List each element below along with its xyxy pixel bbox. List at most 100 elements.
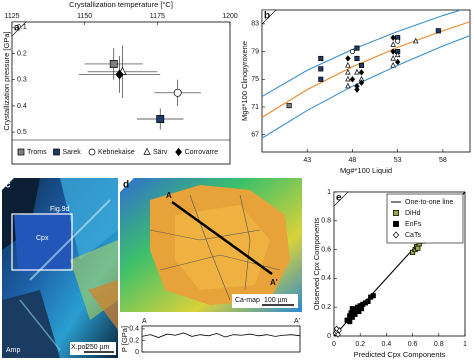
y-tick-label: 75 — [251, 76, 259, 83]
data-point — [358, 69, 365, 76]
y-tick-label: 0.8 — [321, 218, 331, 225]
data-point — [415, 245, 421, 251]
x-tick-label: 0.2 — [355, 341, 365, 348]
legend-label: Kebnekaise — [98, 149, 135, 156]
y-tick-label: 67 — [251, 132, 259, 139]
x-tick-label: 53 — [394, 157, 402, 164]
y-axis-title: P [GPa] — [120, 326, 129, 352]
panel-label: b — [264, 11, 270, 22]
data-point — [286, 103, 292, 109]
plot-frame — [261, 9, 471, 153]
data-point — [345, 61, 351, 68]
x-tick-label: 0 — [332, 341, 336, 348]
data-point — [390, 34, 396, 41]
data-point — [156, 115, 165, 123]
x-end-label: A' — [294, 318, 300, 325]
reference-curve — [261, 9, 462, 98]
data-point — [318, 66, 324, 72]
legend-marker — [393, 221, 399, 227]
y-tick-label: 83 — [251, 21, 259, 28]
data-point — [335, 331, 341, 338]
data-point — [412, 37, 419, 44]
x-tick-label: 58 — [439, 157, 447, 164]
data-point — [349, 76, 356, 83]
y-axis-title: Crystallization pressure [GPa] — [2, 31, 11, 130]
data-point — [349, 306, 355, 312]
mineral-label: Amp — [6, 347, 21, 354]
y-tick-label: 0.2 — [321, 304, 331, 311]
x-tick-label: 1175 — [150, 13, 165, 20]
data-point — [318, 76, 324, 82]
x-end-label: A — [142, 318, 147, 325]
profile-start: A — [166, 191, 172, 200]
data-point — [345, 82, 351, 89]
data-point — [333, 325, 340, 332]
panel-corner — [333, 191, 349, 207]
plot-frame — [141, 325, 301, 353]
y-tick-label: 0.4 — [17, 103, 27, 110]
micrograph-c: c Fig.9d Cpx Amp X.pol 250 µm — [2, 178, 118, 358]
scale-label: 100 µm — [264, 297, 288, 304]
panel-label: c — [5, 180, 11, 191]
imaging-mode: Ca-map — [235, 297, 260, 304]
data-point — [395, 38, 401, 44]
y-tick-label: 79 — [251, 48, 259, 55]
legend-marker — [88, 148, 96, 156]
plot-frame — [11, 21, 231, 165]
data-point — [109, 60, 118, 68]
y-axis-title: Observed Cpx Components — [312, 217, 321, 310]
y-tick-label: 0.2 — [17, 50, 27, 57]
data-point — [347, 319, 353, 325]
imaging-mode: X.pol — [71, 344, 87, 351]
panel-corner — [261, 9, 277, 25]
data-point — [390, 48, 396, 55]
data-point — [356, 308, 362, 315]
legend-label: Corrovarre — [185, 149, 219, 156]
data-point — [358, 62, 365, 68]
x-tick-label: 0.8 — [434, 341, 444, 348]
y-tick-label: 0.2 — [129, 337, 139, 344]
x-tick-label: 0.6 — [408, 341, 418, 348]
legend-label: DiHd — [405, 210, 421, 217]
data-point — [354, 86, 360, 93]
x-tick-label: 1125 — [4, 13, 19, 20]
data-point — [394, 51, 401, 58]
data-point — [173, 88, 182, 97]
x-tick-label: 1150 — [77, 13, 92, 20]
legend-label: Troms — [27, 149, 47, 156]
data-point — [365, 298, 371, 304]
data-point — [354, 68, 360, 75]
x-tick-label: 48 — [349, 157, 357, 164]
x-tick-label: 1200 — [222, 13, 238, 20]
data-point — [349, 314, 355, 320]
legend-marker — [17, 148, 25, 156]
legend-marker — [53, 148, 60, 156]
y-tick-label: 0.3 — [17, 77, 27, 84]
data-point — [390, 55, 396, 61]
data-point — [370, 293, 376, 299]
legend-label: CaTs — [405, 232, 421, 239]
mineral-label: Cpx — [36, 235, 49, 242]
data-point — [345, 68, 351, 75]
legend-marker — [393, 210, 399, 216]
x-axis-title: Mg#*100 Liquid — [340, 166, 392, 175]
legend-marker — [392, 231, 400, 239]
y-tick-label: 1 — [327, 189, 331, 196]
legend-label: EnFs — [405, 221, 422, 228]
x-axis-title: Predicted Cpx Components — [354, 350, 446, 359]
y-tick-label: 71 — [251, 104, 259, 111]
legend-label: One-to-one line — [405, 199, 453, 206]
data-point — [115, 69, 124, 80]
x-tick-label: 0.4 — [382, 341, 392, 348]
x-axis-title: Crystallization temperature [°C] — [69, 0, 173, 9]
data-point — [358, 306, 365, 312]
reference-curve — [261, 21, 471, 118]
panel-corner — [11, 21, 27, 37]
y-tick-label: 0 — [135, 349, 139, 356]
x-tick-label: 1 — [463, 341, 467, 348]
data-point — [394, 58, 401, 66]
y-tick-label: 0.4 — [321, 275, 331, 282]
data-point — [390, 41, 396, 47]
data-point — [349, 49, 355, 55]
